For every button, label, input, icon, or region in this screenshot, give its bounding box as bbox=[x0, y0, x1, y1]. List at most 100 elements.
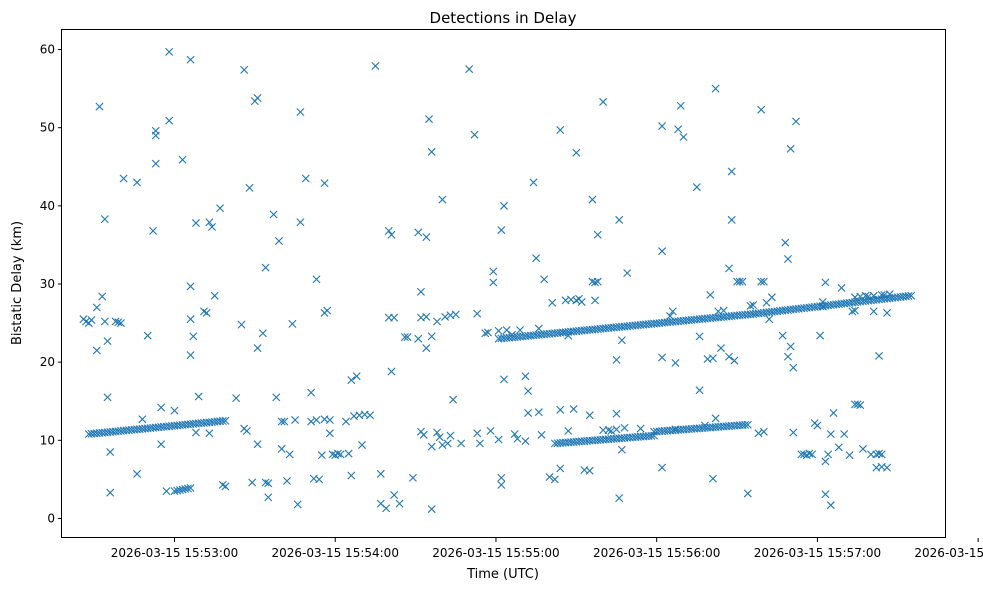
data-point bbox=[414, 228, 423, 237]
data-point bbox=[743, 489, 752, 498]
data-point bbox=[344, 449, 353, 458]
data-point bbox=[783, 255, 792, 263]
data-point bbox=[593, 277, 602, 286]
data-point bbox=[540, 275, 549, 284]
data-point bbox=[422, 312, 431, 321]
data-point bbox=[556, 126, 565, 135]
data-point bbox=[821, 278, 830, 287]
data-point bbox=[133, 469, 141, 478]
data-point bbox=[524, 408, 533, 417]
data-point bbox=[240, 65, 249, 74]
data-point bbox=[612, 409, 621, 418]
data-point bbox=[277, 417, 286, 426]
data-point bbox=[612, 425, 621, 434]
data-point bbox=[232, 394, 241, 403]
data-point bbox=[151, 159, 160, 168]
data-point bbox=[674, 125, 683, 134]
data-point bbox=[100, 215, 109, 224]
data-point bbox=[599, 97, 608, 106]
data-point bbox=[700, 421, 709, 430]
data-point bbox=[497, 226, 506, 235]
data-point bbox=[288, 319, 297, 328]
data-point bbox=[210, 291, 219, 300]
data-point bbox=[695, 386, 704, 395]
data-point bbox=[264, 493, 273, 502]
data-point bbox=[534, 408, 543, 417]
data-point bbox=[497, 480, 506, 489]
data-point bbox=[730, 356, 739, 365]
data-point bbox=[727, 167, 736, 176]
data-point bbox=[92, 346, 101, 355]
data-point bbox=[435, 433, 444, 442]
data-point bbox=[315, 475, 324, 484]
data-point bbox=[470, 130, 479, 139]
data-point bbox=[133, 178, 141, 187]
data-points bbox=[79, 47, 916, 514]
data-point bbox=[261, 478, 270, 487]
data-point bbox=[403, 333, 412, 342]
data-point bbox=[218, 417, 227, 426]
data-point bbox=[858, 444, 867, 453]
data-point bbox=[157, 403, 166, 412]
data-point bbox=[151, 126, 160, 135]
data-point bbox=[205, 429, 214, 438]
data-point bbox=[481, 329, 490, 338]
data-point bbox=[783, 352, 792, 361]
data-point bbox=[111, 317, 120, 326]
data-point bbox=[840, 430, 849, 439]
data-point bbox=[446, 431, 455, 440]
data-point bbox=[593, 230, 602, 239]
data-point bbox=[272, 393, 281, 402]
data-point bbox=[400, 333, 409, 342]
data-point bbox=[824, 450, 833, 459]
data-point bbox=[765, 315, 774, 324]
data-point bbox=[438, 195, 447, 204]
data-point bbox=[186, 483, 195, 492]
data-point bbox=[274, 237, 283, 246]
data-point bbox=[178, 155, 187, 164]
data-point bbox=[489, 278, 498, 287]
data-point bbox=[366, 411, 375, 420]
data-point bbox=[808, 450, 817, 459]
data-point bbox=[757, 277, 766, 286]
data-point bbox=[826, 501, 835, 510]
data-point bbox=[301, 174, 310, 183]
data-point bbox=[813, 421, 822, 430]
data-point bbox=[427, 332, 436, 341]
data-point bbox=[441, 312, 450, 321]
data-point bbox=[320, 179, 329, 188]
data-point bbox=[883, 463, 892, 472]
data-point bbox=[786, 342, 795, 351]
data-point bbox=[336, 450, 345, 459]
data-point bbox=[106, 488, 115, 497]
data-point bbox=[572, 296, 581, 305]
data-point bbox=[433, 428, 442, 437]
data-point bbox=[850, 306, 859, 315]
x-tick-label: 2026-03-15 15:54:00 bbox=[272, 546, 399, 560]
data-point bbox=[422, 344, 431, 353]
data-point bbox=[615, 215, 624, 224]
data-point bbox=[347, 376, 356, 385]
data-point bbox=[821, 457, 830, 466]
data-point bbox=[623, 269, 632, 278]
data-point bbox=[416, 287, 425, 296]
data-point bbox=[786, 144, 795, 153]
data-point bbox=[483, 328, 492, 337]
data-point bbox=[521, 372, 530, 381]
data-point bbox=[585, 411, 594, 420]
data-point bbox=[269, 210, 278, 219]
data-point bbox=[248, 478, 257, 487]
data-point bbox=[759, 277, 768, 286]
data-point bbox=[245, 183, 254, 192]
data-point bbox=[186, 55, 195, 64]
data-point bbox=[791, 117, 800, 126]
data-point bbox=[875, 449, 884, 458]
data-point bbox=[387, 230, 396, 239]
data-point bbox=[438, 441, 447, 449]
data-point bbox=[325, 415, 334, 424]
data-point bbox=[264, 479, 273, 488]
data-point bbox=[486, 426, 495, 435]
data-point bbox=[658, 353, 667, 362]
data-point bbox=[883, 308, 892, 317]
